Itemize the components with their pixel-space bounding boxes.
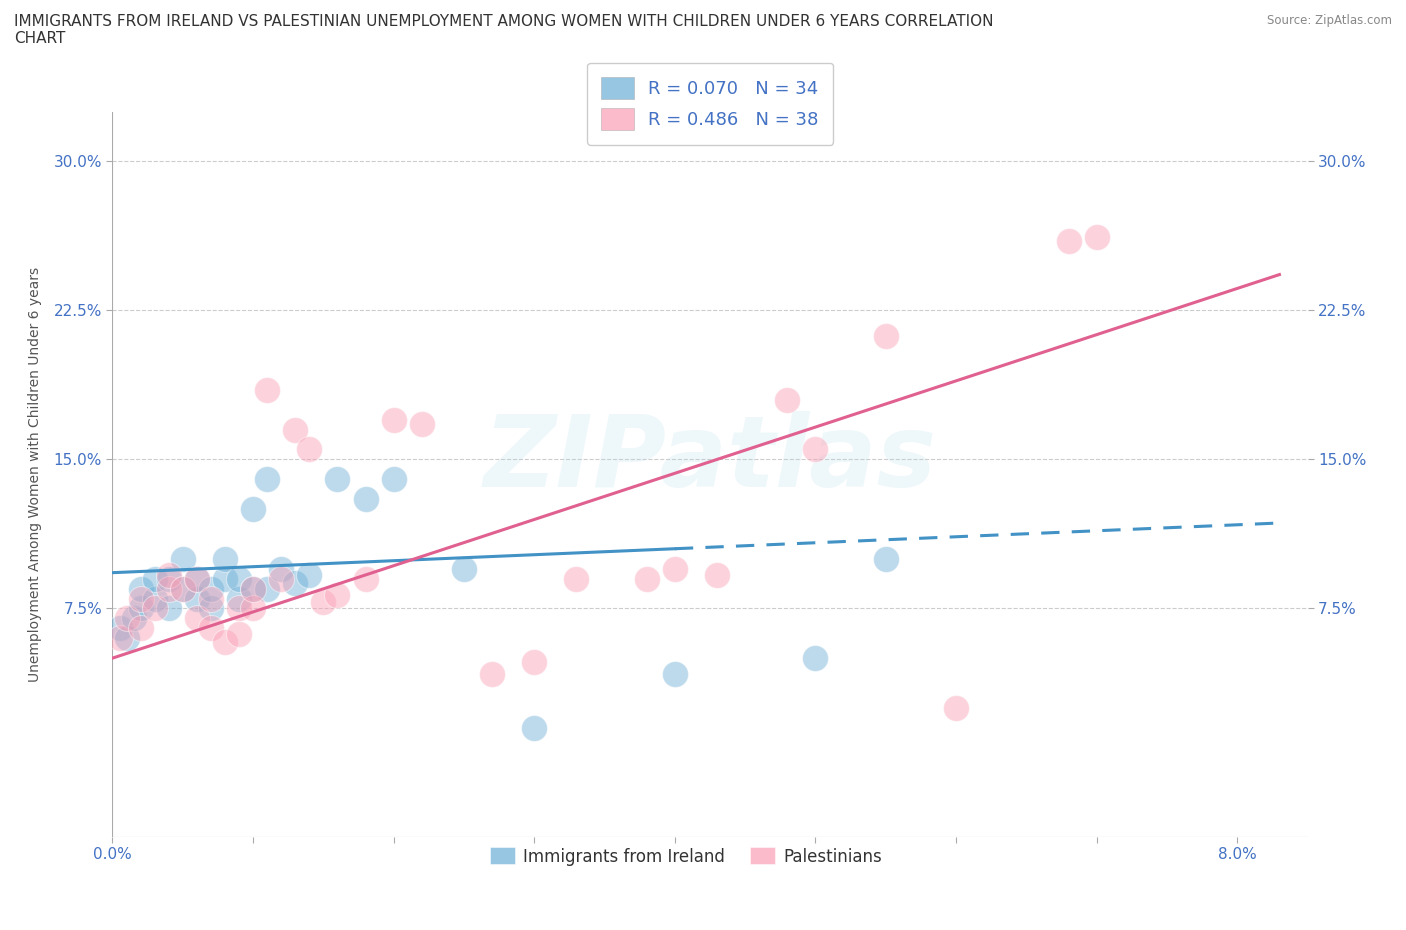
Point [875,328,897,343]
Point [664,562,686,577]
Point [354,492,377,507]
Point [143,601,166,616]
Point [664,667,686,682]
Point [382,412,405,427]
Point [122,611,145,626]
Point [186,591,208,606]
Point [200,581,222,596]
Point [256,472,278,486]
Point [481,667,503,682]
Point [242,581,264,596]
Point [115,611,138,626]
Point [875,551,897,566]
Point [108,631,131,645]
Point [143,591,166,606]
Point [312,595,335,610]
Point [1057,233,1080,248]
Point [326,587,349,602]
Point [214,635,236,650]
Point [284,575,307,590]
Point [157,571,180,586]
Y-axis label: Unemployment Among Women with Children Under 6 years: Unemployment Among Women with Children U… [28,267,42,682]
Point [129,621,152,636]
Point [706,567,728,582]
Point [284,422,307,437]
Point [270,571,292,586]
Point [228,627,250,642]
Point [186,571,208,586]
Point [172,581,194,596]
Point [186,611,208,626]
Point [108,621,131,636]
Point [804,442,827,457]
Point [129,601,152,616]
Point [172,551,194,566]
Point [200,621,222,636]
Point [200,591,222,606]
Point [1085,230,1108,245]
Point [129,581,152,596]
Point [523,655,546,670]
Legend: Immigrants from Ireland, Palestinians: Immigrants from Ireland, Palestinians [484,841,889,872]
Point [214,551,236,566]
Point [214,571,236,586]
Point [523,720,546,735]
Point [636,571,658,586]
Text: ZIPatlas: ZIPatlas [484,411,936,509]
Point [354,571,377,586]
Point [242,601,264,616]
Point [242,581,264,596]
Point [411,417,433,432]
Point [326,472,349,486]
Point [228,601,250,616]
Point [228,571,250,586]
Point [270,562,292,577]
Point [453,562,475,577]
Point [298,442,321,457]
Point [200,601,222,616]
Point [129,591,152,606]
Point [115,631,138,645]
Point [242,501,264,516]
Point [945,700,967,715]
Point [157,581,180,596]
Point [256,382,278,397]
Point [172,581,194,596]
Point [382,472,405,486]
Text: IMMIGRANTS FROM IRELAND VS PALESTINIAN UNEMPLOYMENT AMONG WOMEN WITH CHILDREN UN: IMMIGRANTS FROM IRELAND VS PALESTINIAN U… [14,14,994,46]
Point [776,392,799,407]
Point [186,571,208,586]
Point [157,567,180,582]
Point [565,571,588,586]
Point [804,651,827,666]
Text: Source: ZipAtlas.com: Source: ZipAtlas.com [1267,14,1392,27]
Point [228,591,250,606]
Point [256,581,278,596]
Point [143,571,166,586]
Point [157,601,180,616]
Point [298,567,321,582]
